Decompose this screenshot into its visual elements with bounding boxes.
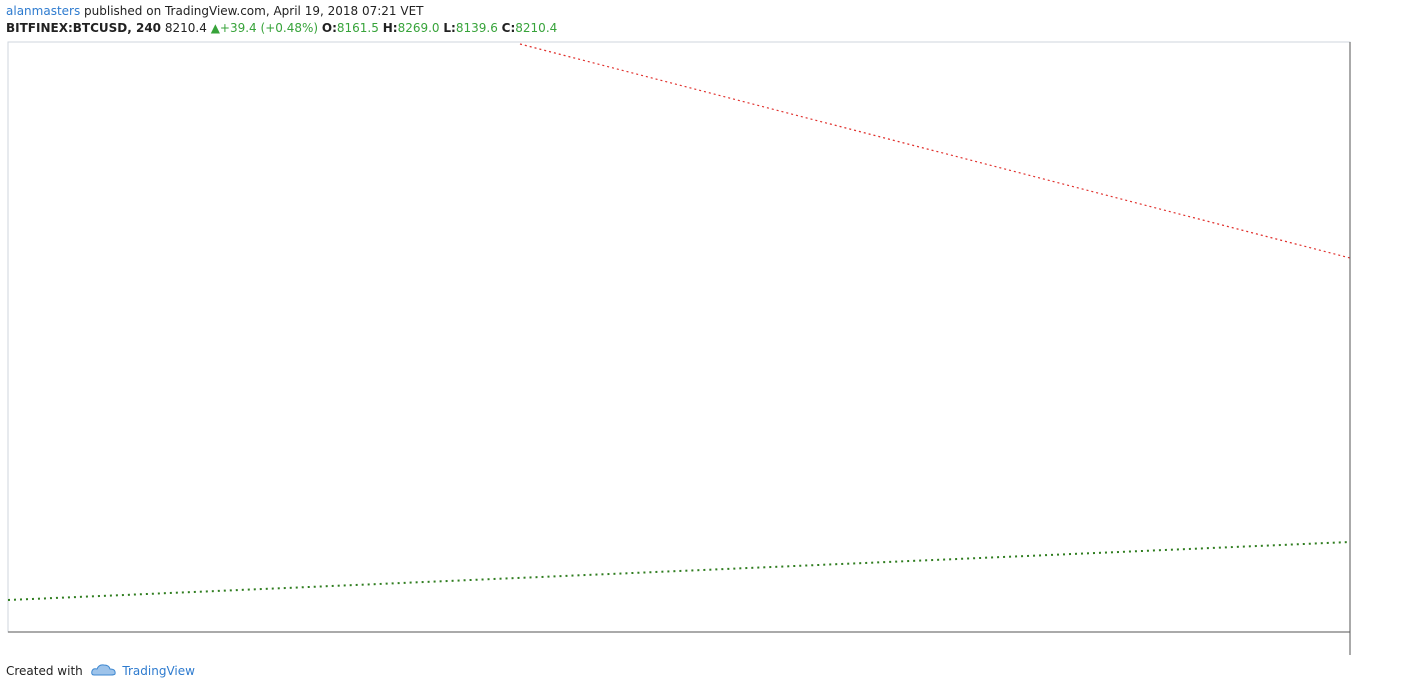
last: 8210.4 bbox=[164, 21, 207, 35]
ohlc-key: O: bbox=[321, 21, 337, 35]
logo bbox=[90, 664, 116, 676]
created-with: Created with bbox=[6, 664, 83, 678]
plot-area bbox=[7, 41, 1351, 633]
ohlc-key: C: bbox=[501, 21, 516, 35]
footer: Created with TradingView bbox=[6, 661, 195, 678]
publish-line: alanmasters published on TradingView.com… bbox=[6, 3, 557, 20]
change: +39.4 (+0.48%) bbox=[219, 21, 319, 35]
published: published on TradingView.com, April 19, … bbox=[84, 4, 424, 18]
header: alanmasters published on TradingView.com… bbox=[6, 3, 557, 37]
symbol-line: BITFINEX:BTCUSD, 240 8210.4 ▲+39.4 (+0.4… bbox=[6, 20, 557, 37]
ohlc-key: H: bbox=[382, 21, 398, 35]
ohlc-value: 8161.5 bbox=[336, 21, 379, 35]
author[interactable]: alanmasters bbox=[6, 4, 81, 18]
ohlc-value: 8269.0 bbox=[397, 21, 440, 35]
ohlc-key: L: bbox=[443, 21, 456, 35]
symbol: BITFINEX:BTCUSD, 240 bbox=[6, 21, 162, 35]
brand[interactable]: TradingView bbox=[122, 664, 195, 678]
ohlc-value: 8139.6 bbox=[455, 21, 498, 35]
chart bbox=[7, 41, 1351, 655]
arrow: ▲ bbox=[210, 21, 220, 35]
support-trendline bbox=[7, 541, 1351, 601]
ohlc-value: 8210.4 bbox=[515, 21, 558, 35]
